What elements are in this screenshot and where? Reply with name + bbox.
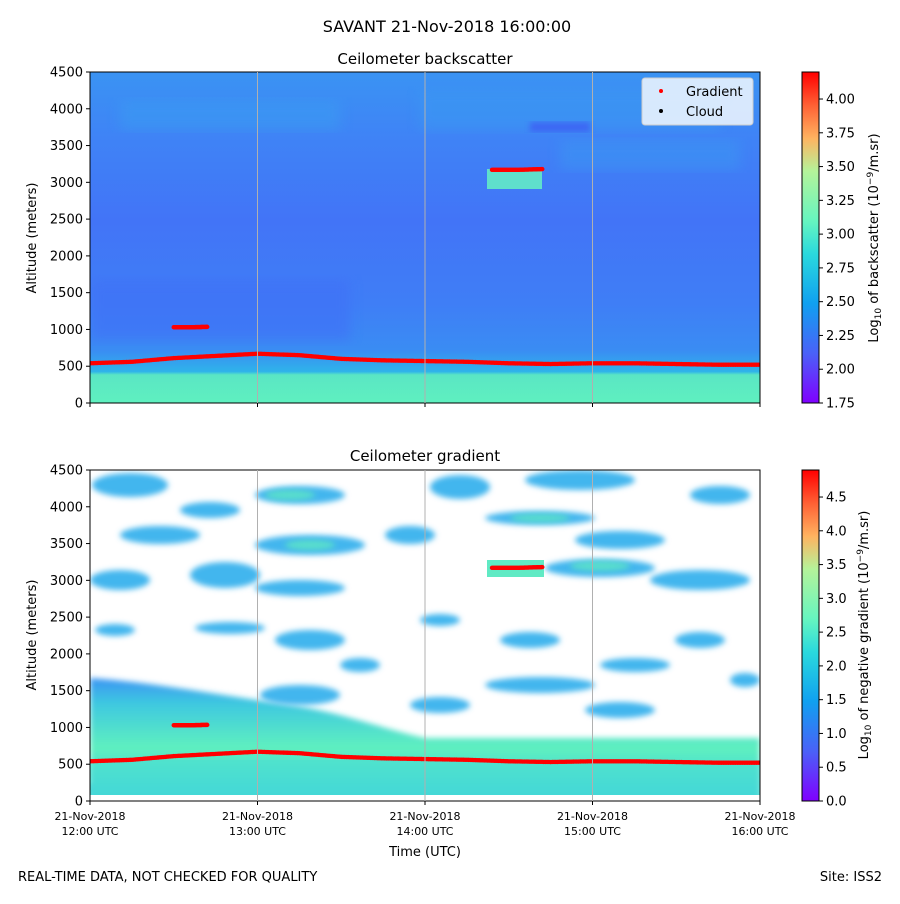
backscatter-colorbar-tick-label: 4.00 — [826, 93, 855, 108]
backscatter-ytick-label: 2500 — [50, 213, 83, 228]
gradient-colorbar-tick-label: 2.0 — [826, 659, 847, 674]
gradient-xtick-label-time: 12:00 UTC — [61, 825, 118, 838]
legend: Gradient Cloud — [641, 77, 754, 126]
gradient-colorbar-tick-label: 3.0 — [826, 592, 847, 607]
gradient-gridlines — [257, 470, 593, 801]
legend-gradient-label: Gradient — [686, 85, 743, 100]
legend-box — [641, 77, 754, 126]
backscatter-xticks — [89, 403, 761, 407]
backscatter-ytick-label: 1500 — [50, 286, 83, 301]
gradient-colorbar-tick-label: 2.5 — [826, 626, 847, 641]
gradient-ytick-label: 1000 — [50, 721, 83, 736]
gradient-ytick-label: 2000 — [50, 647, 83, 662]
backscatter-gridlines — [257, 72, 593, 403]
legend-cloud-label: Cloud — [686, 105, 723, 120]
gradient-xticks: 21-Nov-2018 12:00 UTC 21-Nov-2018 13:00 UTC… — [54, 801, 796, 838]
legend-gradient-marker — [659, 89, 663, 93]
backscatter-yticks: 0 500 1000 1500 2000 2500 3000 3500 4000 4500 — [50, 66, 90, 412]
gradient-colorbar-label: Log10 of negative gradient (10−9/m.sr) — [856, 511, 874, 760]
gradient-ytick-label: 500 — [58, 758, 83, 773]
backscatter-colorbar-tick-label: 3.25 — [826, 194, 855, 209]
gradient-gradient-points — [90, 564, 760, 765]
gradient-ytick-label: 3000 — [50, 574, 83, 589]
gradient-xtick-label-date: 21-Nov-2018 — [557, 810, 628, 823]
gradient-yticks: 0 500 1000 1500 2000 2500 3000 3500 4000 4500 — [50, 464, 90, 810]
gradient-xtick-label-time: 15:00 UTC — [564, 825, 621, 838]
gradient-ytick-label: 1500 — [50, 684, 83, 699]
gradient-colorbar-tick-label: 4.5 — [826, 491, 847, 506]
legend-cloud-marker — [659, 109, 663, 113]
gradient-panel: Ceilometer gradient — [25, 447, 874, 860]
backscatter-panel: Ceilometer backscatter 0 500 1000 1500 2000 2… — [25, 50, 884, 412]
backscatter-gradient-points — [90, 166, 760, 367]
gradient-point — [757, 362, 760, 367]
backscatter-ytick-label: 4000 — [50, 102, 83, 117]
gradient-xtick-label-date: 21-Nov-2018 — [222, 810, 293, 823]
x-axis-label: Time (UTC) — [388, 845, 461, 860]
gradient-colorbar-tick-label: 3.5 — [826, 558, 847, 573]
backscatter-ytick-label: 3500 — [50, 139, 83, 154]
gradient-colorbar-ticks: 0.0 0.5 1.0 1.5 2.0 2.5 3.0 3.5 4.0 4.5 — [819, 491, 847, 810]
gradient-title: Ceilometer gradient — [350, 447, 500, 465]
backscatter-ytick-label: 3000 — [50, 176, 83, 191]
gradient-colorbar-tick-label: 0.0 — [826, 795, 847, 810]
gradient-point — [540, 166, 545, 172]
gradient-xtick-label-time: 13:00 UTC — [229, 825, 286, 838]
backscatter-colorbar-tick-label: 3.75 — [826, 126, 855, 141]
gradient-xtick-label-time: 16:00 UTC — [731, 825, 788, 838]
gradient-xtick-label-date: 21-Nov-2018 — [389, 810, 460, 823]
footer-site: Site: ISS2 — [819, 870, 882, 885]
gradient-xtick-label-date: 21-Nov-2018 — [54, 810, 125, 823]
backscatter-colorbar-tick-label: 2.75 — [826, 261, 855, 276]
backscatter-colorbar-tick-label: 2.50 — [826, 295, 855, 310]
backscatter-colorbar — [801, 71, 820, 404]
backscatter-colorbar-tick-label: 1.75 — [826, 397, 855, 412]
gradient-ytick-label: 4000 — [50, 500, 83, 515]
figure-suptitle: SAVANT 21-Nov-2018 16:00:00 — [323, 17, 571, 36]
backscatter-ytick-label: 2000 — [50, 249, 83, 264]
backscatter-title: Ceilometer backscatter — [337, 50, 513, 68]
backscatter-colorbar-tick-label: 3.00 — [826, 228, 855, 243]
gradient-xtick-label-date: 21-Nov-2018 — [724, 810, 795, 823]
gradient-xtick-label-time: 14:00 UTC — [396, 825, 453, 838]
gradient-colorbar-tick-label: 0.5 — [826, 761, 847, 776]
backscatter-colorbar-label: Log10 of backscatter (10−9/m.sr) — [866, 133, 884, 342]
gradient-point — [757, 760, 760, 765]
gradient-colorbar-tick-label: 1.5 — [826, 693, 847, 708]
gradient-ytick-label: 0 — [75, 795, 83, 810]
gradient-ylabel: Altitude (meters) — [25, 580, 40, 691]
backscatter-ytick-label: 1000 — [50, 323, 83, 338]
backscatter-ytick-label: 4500 — [50, 66, 83, 81]
backscatter-colorbar-tick-label: 3.50 — [826, 160, 855, 175]
gradient-point — [205, 324, 210, 330]
backscatter-colorbar-tick-label: 2.25 — [826, 329, 855, 344]
gradient-ytick-label: 2500 — [50, 611, 83, 626]
gradient-point — [540, 564, 545, 570]
backscatter-colorbar-ticks: 1.75 2.00 2.25 2.50 2.75 3.00 3.25 3.50 3.75 4.00 — [819, 93, 855, 412]
backscatter-colorbar-tick-label: 2.00 — [826, 363, 855, 378]
backscatter-ytick-label: 0 — [75, 397, 83, 412]
gradient-colorbar-tick-label: 1.0 — [826, 727, 847, 742]
gradient-point — [205, 722, 210, 728]
gradient-colorbar-tick-label: 4.0 — [826, 524, 847, 539]
footer-disclaimer: REAL-TIME DATA, NOT CHECKED FOR QUALITY — [18, 870, 318, 885]
backscatter-ylabel: Altitude (meters) — [25, 183, 40, 294]
backscatter-ytick-label: 500 — [58, 360, 83, 375]
gradient-ytick-label: 4500 — [50, 464, 83, 479]
gradient-colorbar — [801, 469, 820, 802]
gradient-ytick-label: 3500 — [50, 537, 83, 552]
